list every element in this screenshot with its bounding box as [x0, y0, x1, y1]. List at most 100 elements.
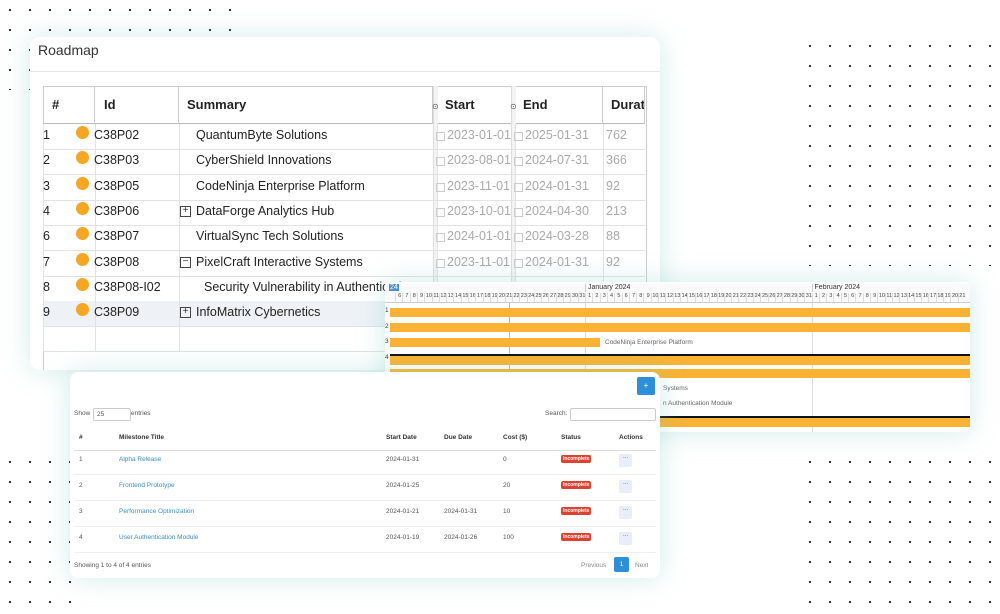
row-label: 2	[385, 322, 389, 330]
cell-divider	[515, 225, 516, 251]
gantt-bar	[390, 416, 970, 427]
column-header: Start	[437, 86, 515, 124]
cell-divider	[179, 275, 180, 301]
row-summary: CodeNinja Enterprise Platform	[196, 178, 365, 193]
toggle-button[interactable]: −	[180, 256, 191, 268]
milestone-link[interactable]: Alpha Release	[119, 456, 162, 463]
cell-divider	[437, 149, 438, 175]
day-label: 12	[891, 293, 900, 302]
day-label: 4	[833, 293, 841, 302]
row-duration: 92	[606, 178, 620, 193]
day-label: 17	[475, 293, 483, 302]
cell-divider	[515, 174, 516, 200]
cell-divider	[95, 199, 96, 225]
day-label: 29	[789, 293, 798, 302]
day-label: 7	[855, 293, 863, 302]
day-label: 22	[738, 293, 746, 302]
day-label: 16	[694, 293, 703, 302]
action-button[interactable]: ...	[619, 454, 632, 467]
row-number: 2	[43, 153, 50, 168]
action-button[interactable]: ...	[619, 480, 632, 493]
grid-row	[43, 326, 645, 353]
search-input[interactable]	[570, 408, 656, 421]
day-label: 16	[468, 293, 476, 302]
cell-divider	[95, 124, 96, 149]
day-label: 25	[760, 293, 768, 302]
page-button[interactable]: 1	[614, 557, 629, 572]
status-dot	[76, 303, 89, 317]
cost: 100	[503, 534, 514, 541]
day-label: 19	[716, 293, 725, 302]
cell-divider	[95, 250, 96, 276]
day-label: 30	[570, 293, 578, 302]
row-id: C38P06	[94, 203, 140, 218]
cell-divider	[437, 250, 438, 276]
day-label: 7	[628, 293, 637, 302]
cell-divider	[179, 124, 180, 149]
day-label: 29	[563, 293, 571, 302]
day-label: 14	[453, 293, 461, 302]
cell-divider	[43, 275, 44, 301]
sort-icon: ⊙	[510, 102, 517, 111]
column-header: #	[43, 86, 95, 124]
row-number: 1	[43, 128, 50, 142]
page-size-select[interactable]: 25	[93, 408, 131, 421]
status-badge: Incomplete	[561, 507, 592, 515]
milestones-card: + Show 25 entries Search: # Milestone Title Sta…	[70, 372, 660, 578]
row-start: 2023-08-01	[447, 153, 511, 168]
milestone-link[interactable]: User Authentication Module	[119, 534, 199, 541]
day-label: 17	[701, 293, 710, 302]
milestone-link[interactable]: Performance Optimization	[119, 508, 195, 515]
add-button[interactable]: +	[637, 377, 655, 395]
day-label: 13	[672, 293, 681, 302]
month-divider	[811, 303, 813, 432]
day-label: 3	[826, 293, 834, 302]
next-button[interactable]: Next	[635, 562, 649, 569]
row-summary: QuantumByte Solutions	[196, 128, 328, 142]
row-summary: PixelCraft Interactive Systems	[196, 254, 363, 269]
row-duration: 92	[606, 254, 620, 269]
row-duration: 88	[606, 229, 620, 244]
cell-divider	[95, 326, 96, 352]
toggle-button[interactable]: +	[180, 307, 191, 319]
column-header: Summary	[179, 86, 433, 124]
milestone-link[interactable]: Frontend Prototype	[119, 482, 175, 489]
row-id: C38P07	[94, 229, 140, 244]
day-label: 2	[592, 293, 600, 302]
day-label: 12	[665, 293, 673, 302]
day-label: 11	[884, 293, 893, 302]
cell-divider	[179, 301, 180, 327]
month-label: February 2024	[811, 284, 860, 292]
cell-divider	[179, 199, 180, 225]
day-label: 31	[804, 293, 812, 302]
status-badge: Incomplete	[561, 533, 592, 541]
day-label: 5	[840, 293, 849, 302]
cell-divider	[515, 250, 516, 276]
day-label: 10	[650, 293, 659, 302]
day-label: 11	[431, 293, 440, 302]
column-header: Duration	[603, 86, 645, 124]
cell-divider	[43, 149, 44, 175]
day-label: 12	[438, 293, 447, 302]
previous-button[interactable]: Previous	[581, 562, 607, 569]
cell-divider	[515, 124, 516, 149]
toggle-button[interactable]: +	[180, 205, 191, 217]
row-summary: InfoMatrix Cybernetics	[196, 305, 321, 320]
checkbox	[436, 258, 445, 268]
card-title: Roadmap	[38, 42, 99, 58]
row-number: 4	[79, 534, 83, 541]
action-button[interactable]: ...	[619, 506, 632, 519]
gantt-header	[385, 284, 970, 303]
cell-divider	[179, 326, 180, 352]
sort-icon: ⊙	[432, 102, 439, 111]
day-label: 15	[913, 293, 922, 302]
row-duration: 213	[606, 203, 627, 218]
row-number: 6	[43, 229, 50, 244]
day-label: 6	[848, 293, 856, 302]
column-header: Start Date	[386, 434, 417, 441]
status-dot	[76, 151, 89, 165]
action-button[interactable]: ...	[619, 532, 632, 545]
day-label: 1	[811, 293, 820, 302]
day-label: 18	[935, 293, 944, 302]
